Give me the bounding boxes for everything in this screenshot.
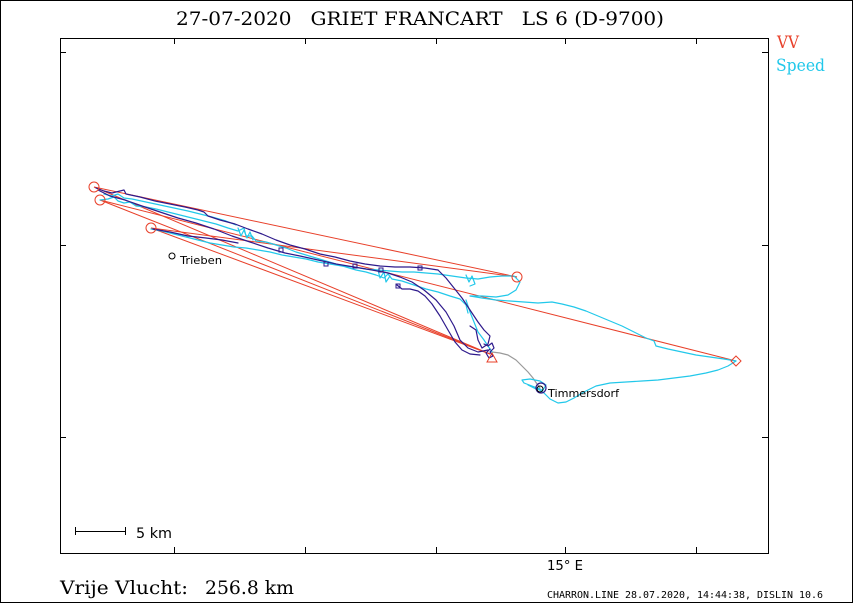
track-fix-marker — [417, 265, 423, 271]
map-plot-area: Trieben Timmersdorf 5 km — [60, 38, 769, 554]
landing-ring-marker — [535, 382, 547, 394]
x-tick-label: 15° E — [547, 559, 583, 574]
free-flight-leg-line — [150, 227, 491, 355]
flight-track-line — [396, 284, 481, 356]
track-fix-marker — [323, 261, 329, 267]
tow-track-line — [491, 351, 541, 389]
flight-track-line — [483, 342, 495, 359]
place-label-timmersdorf: Timmersdorf — [547, 387, 620, 400]
turnpoint-circle — [94, 194, 106, 206]
place-label-trieben: Trieben — [179, 254, 222, 267]
free-flight-leg-line — [150, 227, 518, 278]
legend-vv-label: VV — [776, 33, 800, 53]
speed-track-line — [521, 378, 547, 391]
turnpoint-circle — [511, 271, 523, 283]
free-flight-leg-line — [93, 186, 491, 355]
free-flight-distance: 256.8 km — [205, 577, 294, 599]
place-marker-timmersdorf — [536, 385, 544, 393]
legend-speed-label: Speed — [776, 56, 825, 76]
flight-track-line — [437, 269, 491, 349]
flight-track-line — [95, 187, 439, 271]
plot-frame — [60, 38, 769, 554]
free-flight-label: Vrije Vlucht: — [59, 577, 188, 599]
axis-ticks — [60, 38, 768, 553]
track-fix-marker — [278, 247, 284, 253]
place-trieben: Trieben — [168, 252, 222, 267]
speed-track-line — [237, 227, 254, 241]
start-triangle — [486, 351, 498, 363]
free-flight-leg-line — [93, 186, 518, 278]
free-flight-leg-line — [99, 199, 491, 355]
track-fix-marker — [395, 283, 401, 289]
scale-bar-label: 5 km — [136, 526, 172, 542]
speed-track-line — [537, 360, 737, 404]
footer-credit: CHARRON.LINE 28.07.2020, 14:44:38, DISLI… — [547, 590, 823, 601]
track-fix-marker — [352, 263, 358, 269]
speed-track-line — [465, 274, 476, 287]
flight-track-line — [152, 228, 239, 244]
track-fix-marker — [378, 267, 384, 273]
speed-track-line — [469, 295, 737, 362]
turnpoint-circle — [145, 222, 157, 234]
flight-track — [95, 187, 547, 394]
turnpoint-circle — [88, 181, 100, 193]
turnpoints — [88, 181, 742, 367]
page-title: 27-07-2020 GRIET FRANCART LS 6 (D-9700) — [176, 8, 664, 30]
place-timmersdorf: Timmersdorf — [536, 385, 620, 400]
turnpoint-diamond — [730, 355, 742, 367]
scale-bar: 5 km — [75, 526, 172, 542]
place-marker-trieben — [168, 252, 176, 260]
